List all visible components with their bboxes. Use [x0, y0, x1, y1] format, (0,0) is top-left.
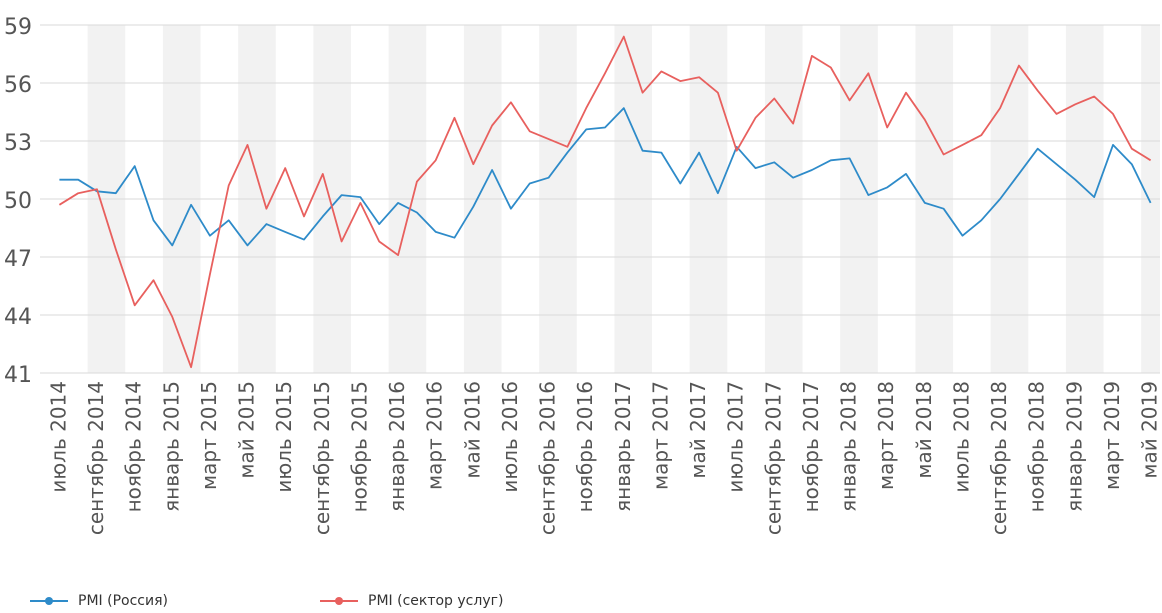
x-tick-label: январь 2019: [1062, 381, 1086, 512]
x-tick-label: май 2017: [686, 381, 710, 479]
x-tick-label: сентябрь 2016: [536, 381, 560, 535]
x-tick-label: январь 2016: [385, 381, 409, 512]
x-tick-label: июль 2014: [46, 381, 70, 493]
x-tick-label: март 2016: [423, 381, 447, 490]
x-tick-label: март 2015: [197, 381, 221, 490]
x-tick-label: май 2015: [235, 381, 259, 479]
y-tick-label: 59: [4, 15, 32, 40]
legend-swatch-pmi-russia: [30, 595, 68, 607]
x-tick-label: июль 2015: [272, 381, 296, 493]
series-line-pmi-russia: [59, 107, 1152, 247]
y-tick-label: 50: [4, 189, 32, 214]
x-tick-label: июль 2016: [498, 381, 522, 493]
y-tick-label: 41: [4, 363, 32, 388]
y-tick-label: 53: [4, 131, 32, 156]
x-tick-label: сентябрь 2014: [84, 381, 108, 535]
legend-item-pmi-russia: PMI (Россия): [30, 593, 168, 609]
y-tick-label: 56: [4, 73, 32, 98]
x-tick-label: ноябрь 2014: [122, 381, 146, 512]
x-tick-label: июль 2017: [724, 381, 748, 493]
x-tick-label: сентябрь 2018: [987, 381, 1011, 535]
x-tick-label: январь 2018: [837, 381, 861, 512]
series-line-pmi-services: [58, 35, 1152, 369]
y-tick-label: 44: [4, 305, 32, 330]
x-tick-label: март 2018: [874, 381, 898, 490]
x-tick-label: январь 2015: [159, 381, 183, 512]
x-tick-label: ноябрь 2018: [1025, 381, 1049, 512]
x-tick-label: май 2016: [460, 381, 484, 479]
legend-label-pmi-russia: PMI (Россия): [78, 593, 168, 609]
x-tick-label: сентябрь 2015: [310, 381, 334, 535]
x-tick-label: ноябрь 2017: [799, 381, 823, 512]
x-tick-label: май 2019: [1138, 381, 1162, 479]
x-tick-label: январь 2017: [611, 381, 635, 512]
x-tick-label: сентябрь 2017: [761, 381, 785, 535]
x-tick-label: июль 2018: [949, 381, 973, 493]
legend-label-pmi-services: PMI (сектор услуг): [368, 593, 504, 609]
y-tick-label: 47: [4, 247, 32, 272]
x-tick-label: ноябрь 2015: [347, 381, 371, 512]
x-tick-label: ноябрь 2016: [573, 381, 597, 512]
x-tick-label: март 2019: [1100, 381, 1124, 490]
legend-swatch-pmi-services: [320, 595, 358, 607]
x-tick-label: май 2018: [912, 381, 936, 479]
legend-item-pmi-services: PMI (сектор услуг): [320, 593, 503, 609]
x-tick-label: март 2017: [648, 381, 672, 490]
